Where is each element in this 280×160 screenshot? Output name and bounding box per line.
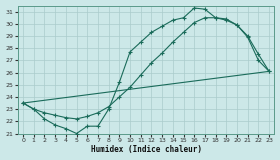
X-axis label: Humidex (Indice chaleur): Humidex (Indice chaleur) [91, 145, 202, 154]
